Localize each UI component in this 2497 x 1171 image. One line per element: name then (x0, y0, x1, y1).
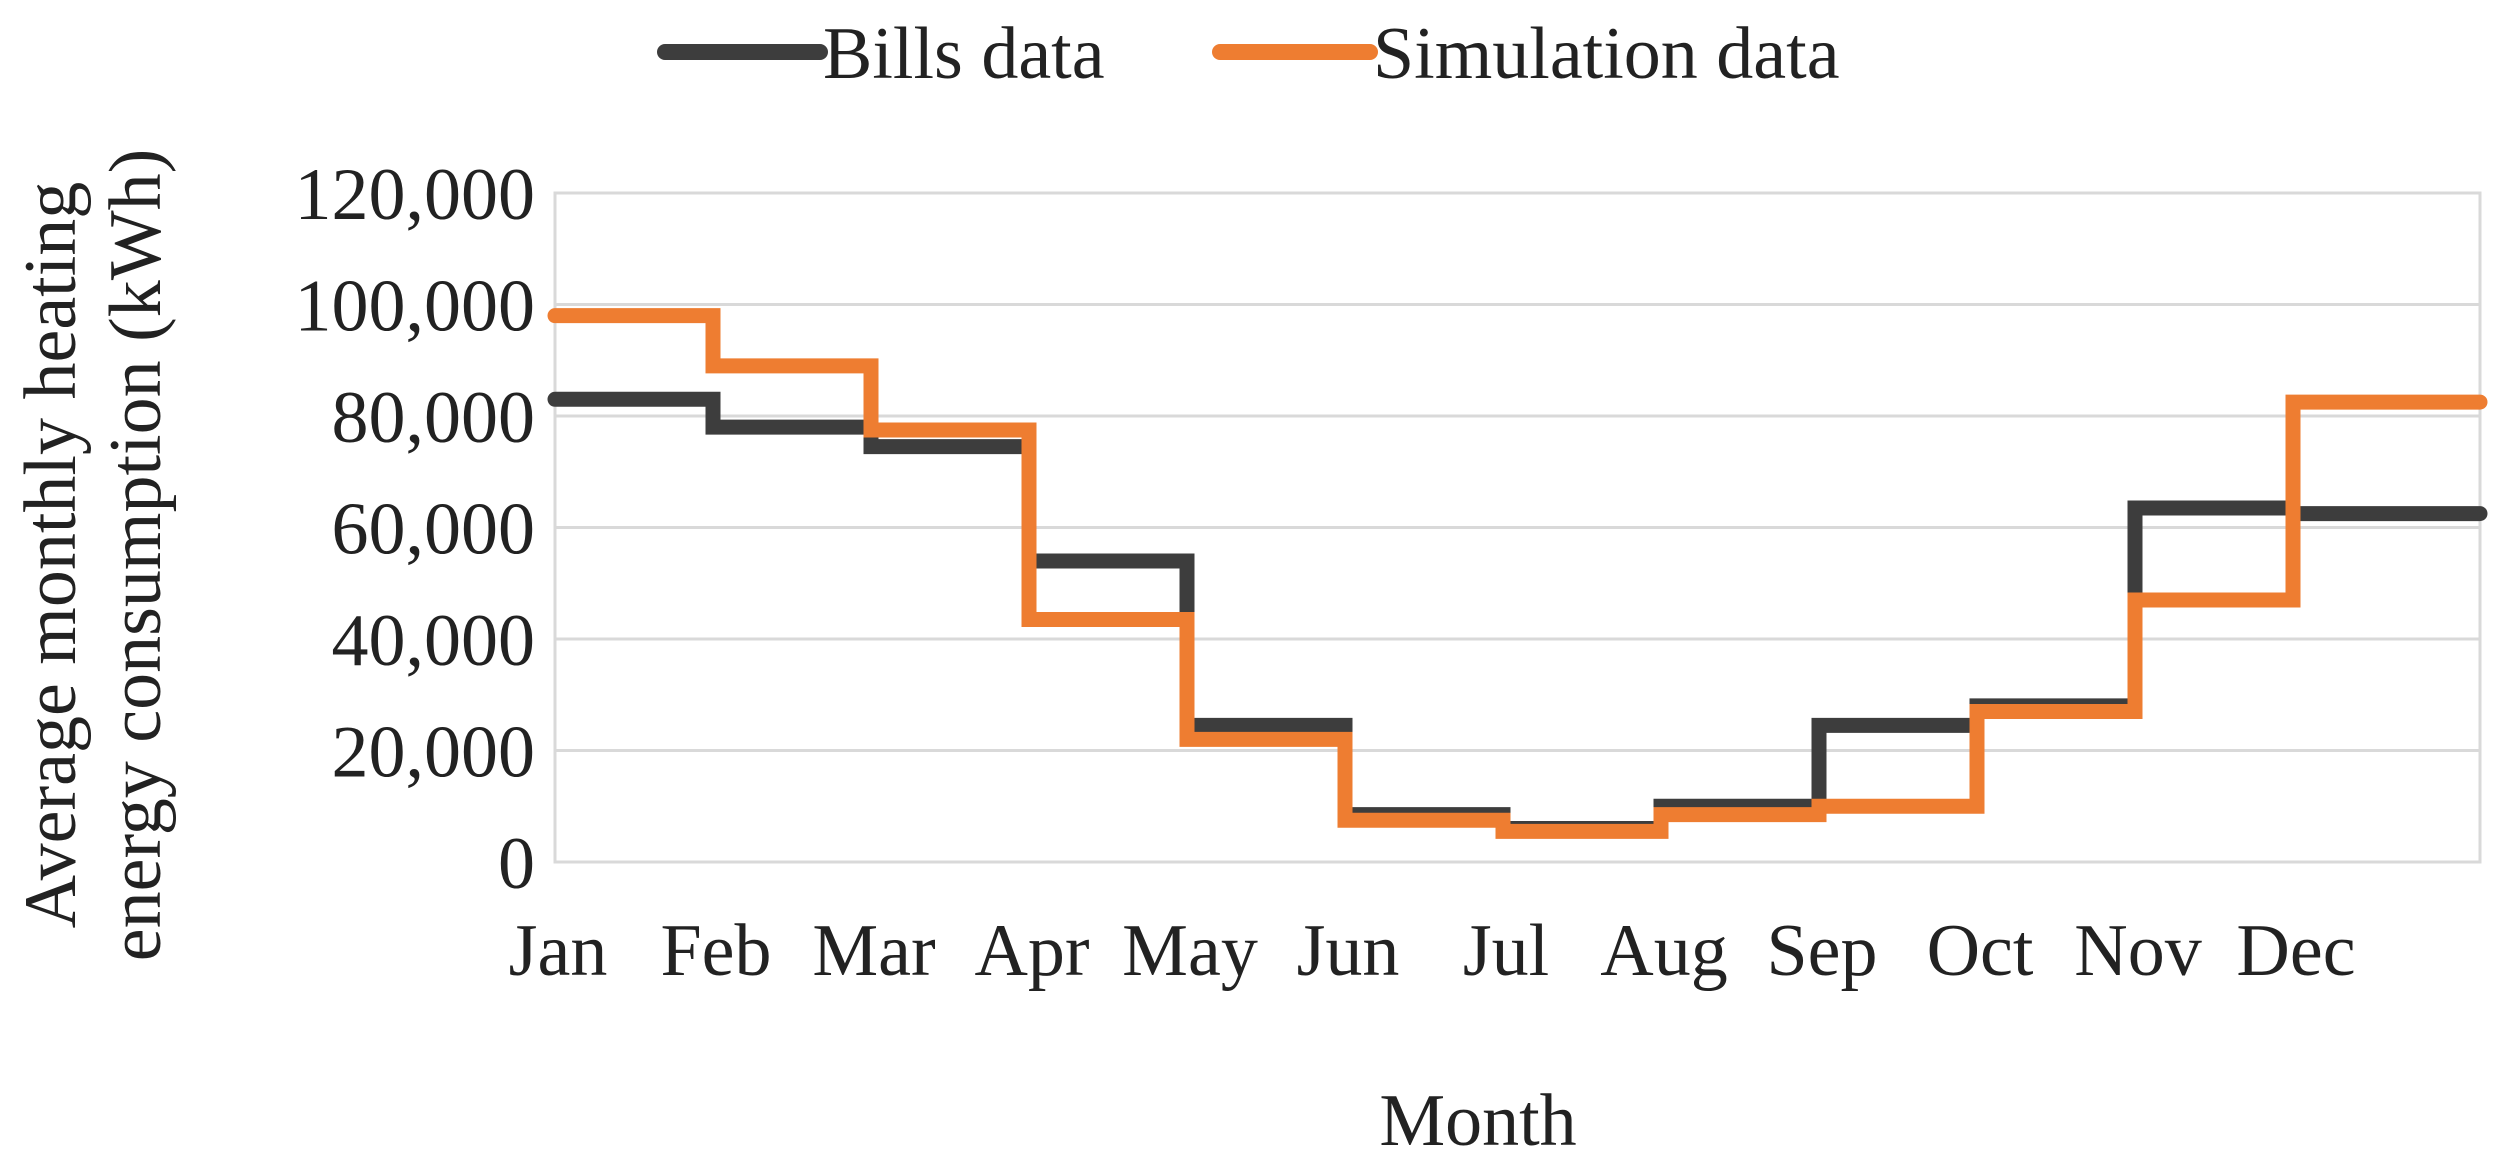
y-tick-label: 20,000 (332, 712, 536, 794)
x-tick-label: Jan (509, 910, 608, 992)
y-tick-label: 60,000 (332, 489, 536, 571)
legend-label-simulation-data: Simulation data (1373, 13, 1840, 95)
x-tick-label: Feb (661, 910, 772, 992)
y-axis-title-line-1: Average monthly heating (10, 182, 92, 929)
y-tick-label: 40,000 (332, 600, 536, 682)
y-tick-label: 120,000 (295, 154, 536, 236)
plot-area-border (553, 191, 2482, 864)
x-tick-label: Nov (2074, 910, 2201, 992)
gridlines (555, 191, 2480, 864)
x-tick-label: Jul (1463, 910, 1549, 992)
x-tick-label: Apr (974, 910, 1089, 992)
series-line-simulation-data (547, 308, 2488, 839)
x-tick-label: Sep (1767, 910, 1878, 992)
y-axis-ticks: 0 20,000 40,000 60,000 80,000 100,000 120,000 (295, 154, 536, 905)
x-tick-label: Aug (1600, 910, 1727, 992)
legend: Bills data Simulation data (657, 13, 1840, 95)
x-tick-label: Jun (1297, 910, 1400, 992)
x-tick-label: Oct (1927, 910, 2034, 992)
y-tick-label: 80,000 (332, 377, 536, 459)
x-tick-label: Mar (812, 910, 935, 992)
series-lines (547, 308, 2488, 839)
series-line-bills-data (547, 391, 2488, 837)
x-tick-label: May (1122, 910, 1258, 992)
x-axis-ticks: Jan Feb Mar Apr May Jun Jul Aug Sep Oct Nov Dec (509, 910, 2356, 992)
y-axis-title-line-2: energy consumption (kWh) (95, 149, 177, 961)
legend-label-bills-data: Bills data (823, 13, 1105, 95)
y-tick-label: 100,000 (295, 266, 536, 348)
y-tick-label: 0 (498, 823, 535, 905)
x-tick-label: Dec (2236, 910, 2355, 992)
x-axis-title: Month (1379, 1080, 1576, 1162)
